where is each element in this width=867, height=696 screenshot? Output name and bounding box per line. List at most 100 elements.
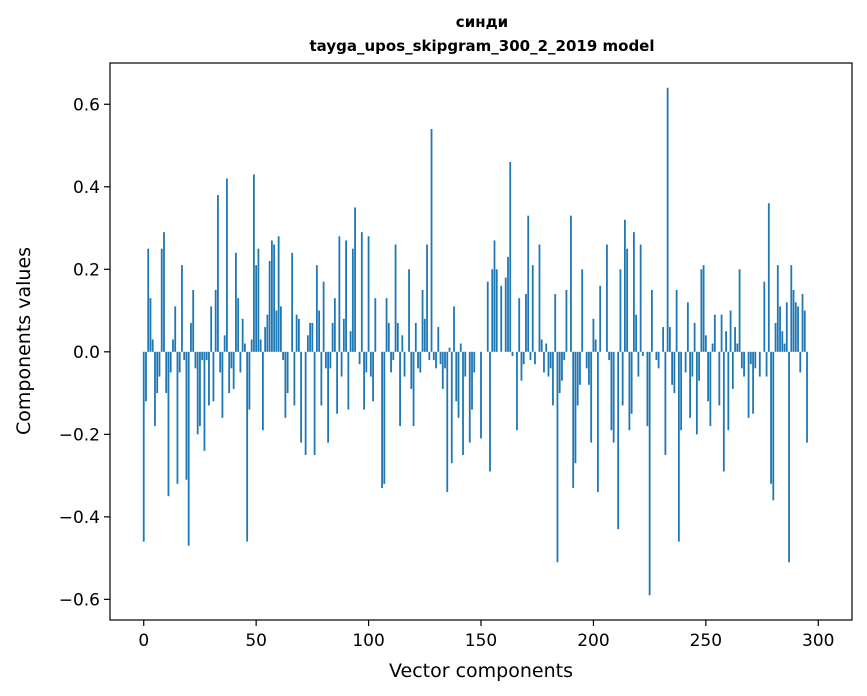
bar-component-38 <box>228 351 231 394</box>
bar-component-23 <box>194 351 197 369</box>
bar-component-207 <box>608 351 611 361</box>
bar-component-40 <box>232 351 235 389</box>
bar-component-101 <box>369 351 372 377</box>
bar-component-155 <box>491 269 494 352</box>
y-tick-label: −0.6 <box>59 590 100 610</box>
x-tick-label: 100 <box>352 631 384 651</box>
bar-component-292 <box>799 351 802 373</box>
bar-component-55 <box>266 314 269 352</box>
bar-component-50 <box>255 265 258 352</box>
bar-component-176 <box>538 244 541 352</box>
bar-component-51 <box>257 248 260 352</box>
bar-component-13 <box>172 339 174 352</box>
bar-component-29 <box>208 351 210 406</box>
bar-component-122 <box>417 351 419 369</box>
bar-component-139 <box>455 351 458 402</box>
bar-component-58 <box>273 244 276 352</box>
bar-component-73 <box>306 335 309 352</box>
bar-component-190 <box>570 215 572 352</box>
bar-component-217 <box>630 351 633 414</box>
bar-component-80 <box>322 281 325 352</box>
bar-component-236 <box>673 351 676 394</box>
bar-component-107 <box>383 351 386 484</box>
bar-component-193 <box>576 351 579 406</box>
bar-component-143 <box>464 351 467 377</box>
bar-component-187 <box>563 351 566 361</box>
bar-component-134 <box>444 351 446 369</box>
bar-component-167 <box>518 298 521 352</box>
bar-component-146 <box>471 351 473 410</box>
bar-component-166 <box>516 351 518 431</box>
bar-component-30 <box>210 306 213 352</box>
bar-component-174 <box>534 351 536 365</box>
bar-component-36 <box>223 335 226 352</box>
bar-component-229 <box>657 351 660 369</box>
bar-component-248 <box>700 269 703 352</box>
bar-component-10 <box>165 351 168 394</box>
bar-component-289 <box>792 289 795 352</box>
x-tick-label: 0 <box>138 631 149 651</box>
bar-component-41 <box>235 252 237 352</box>
bar-component-18 <box>183 351 186 361</box>
bar-component-226 <box>650 289 653 352</box>
bar-component-238 <box>677 351 680 542</box>
bar-component-59 <box>275 310 278 352</box>
bar-component-235 <box>671 351 674 385</box>
bar-component-111 <box>392 351 395 361</box>
bar-component-126 <box>426 244 428 352</box>
bar-component-242 <box>686 302 689 352</box>
bar-component-19 <box>185 351 188 480</box>
bar-component-243 <box>689 351 692 418</box>
bar-component-239 <box>680 351 683 431</box>
bar-component-253 <box>711 343 714 352</box>
bar-component-251 <box>707 351 709 402</box>
bar-component-26 <box>201 351 204 361</box>
x-tick-label: 200 <box>577 631 609 651</box>
bar-component-108 <box>385 298 388 352</box>
bar-component-142 <box>462 351 464 455</box>
bar-component-34 <box>219 351 222 373</box>
bar-component-98 <box>363 351 365 410</box>
bar-component-15 <box>176 351 179 484</box>
bar-component-43 <box>239 351 242 373</box>
bar-component-127 <box>428 351 431 361</box>
bar-component-156 <box>493 240 496 352</box>
bar-component-169 <box>522 351 525 365</box>
bar-component-257 <box>720 314 723 352</box>
bar-component-162 <box>507 256 509 352</box>
bar-component-28 <box>205 351 208 361</box>
bar-component-286 <box>785 302 788 352</box>
bar-component-112 <box>394 244 397 352</box>
bar-component-244 <box>691 351 694 377</box>
bar-component-17 <box>181 265 183 352</box>
bar-component-119 <box>410 351 413 389</box>
bar-component-285 <box>783 343 786 352</box>
bar-component-120 <box>412 351 415 427</box>
bar-component-228 <box>655 351 658 361</box>
bar-component-246 <box>695 351 698 435</box>
x-tick-label: 50 <box>245 631 267 651</box>
bar-component-32 <box>214 289 217 352</box>
chart-title-line-1: синди <box>456 13 508 31</box>
bar-component-86 <box>336 351 338 414</box>
bar-component-116 <box>403 351 406 377</box>
bar-component-211 <box>617 351 620 530</box>
bar-component-291 <box>797 306 799 352</box>
bar-component-48 <box>250 339 253 352</box>
bar-component-69 <box>297 318 300 352</box>
bar-component-103 <box>374 298 377 352</box>
bar-component-115 <box>401 335 404 352</box>
bar-component-198 <box>588 351 590 385</box>
bar-component-270 <box>749 351 752 365</box>
bar-component-84 <box>331 322 334 352</box>
bar-component-264 <box>736 343 739 352</box>
bar-component-1 <box>145 351 147 402</box>
bar-component-295 <box>806 351 808 443</box>
bar-component-121 <box>414 322 417 352</box>
bar-component-178 <box>543 351 545 373</box>
bar-component-259 <box>725 331 727 352</box>
bar-component-208 <box>610 351 613 431</box>
bar-component-221 <box>639 244 642 352</box>
bar-component-269 <box>747 351 750 418</box>
